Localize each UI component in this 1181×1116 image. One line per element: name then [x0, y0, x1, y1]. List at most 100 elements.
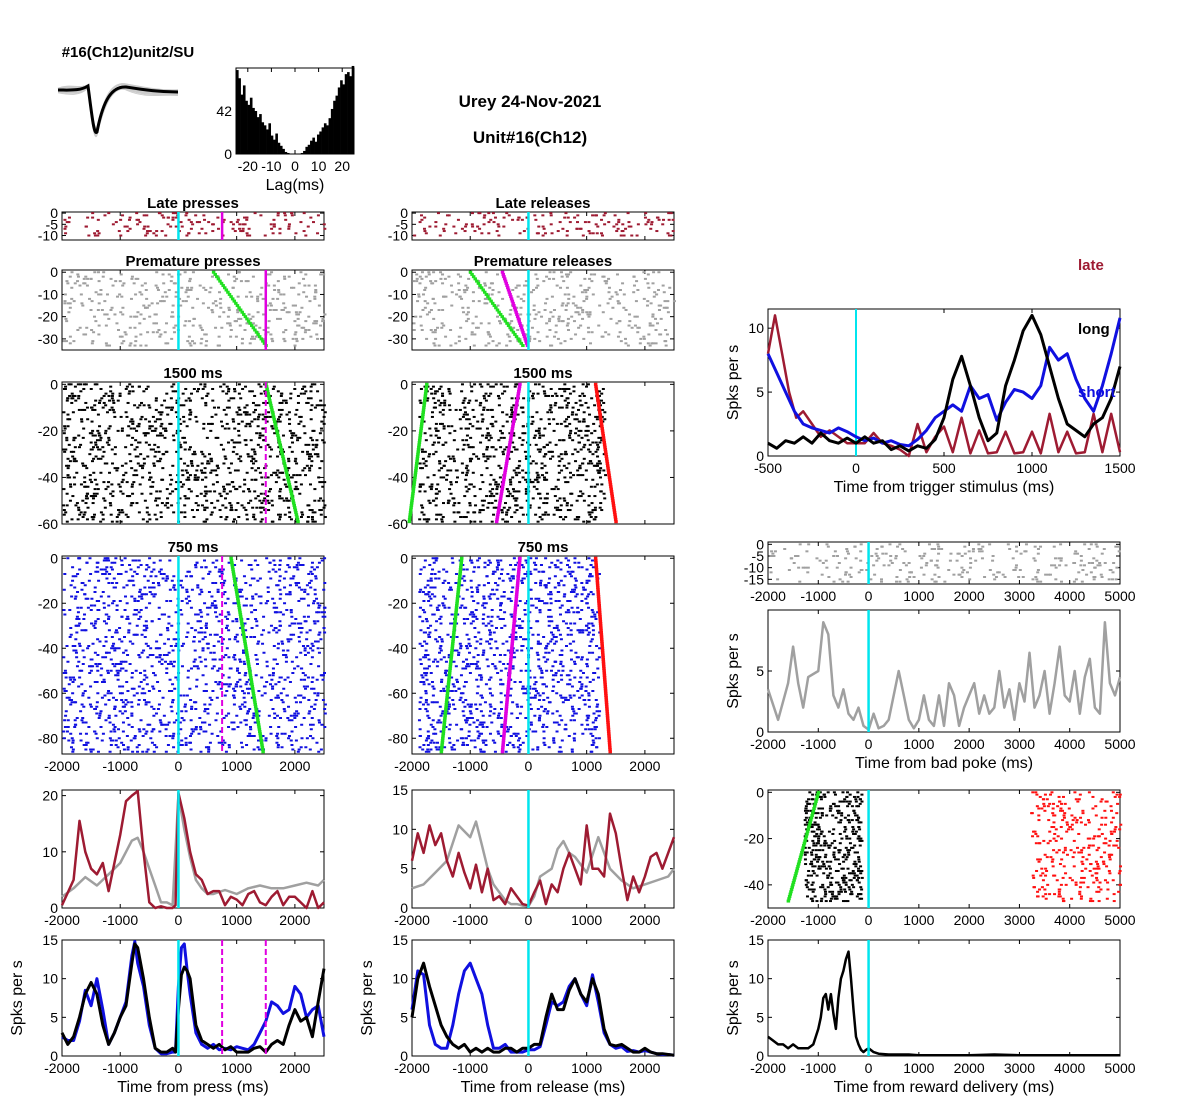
spike — [624, 227, 628, 230]
event-marker — [601, 431, 605, 435]
spike — [69, 627, 73, 629]
spike — [601, 311, 605, 314]
spike — [457, 340, 461, 343]
spike — [583, 221, 587, 224]
spike — [574, 304, 578, 307]
spike — [141, 518, 145, 521]
spike — [466, 511, 470, 514]
spike — [265, 665, 269, 668]
spike — [85, 561, 89, 564]
spike — [179, 584, 183, 587]
spike — [68, 335, 72, 338]
spike — [308, 300, 312, 303]
spike — [267, 411, 271, 414]
spike — [119, 663, 123, 665]
spike — [556, 499, 560, 502]
spike — [276, 513, 280, 516]
spike — [509, 483, 513, 486]
spike — [592, 518, 596, 521]
spike — [150, 593, 154, 596]
acg-bar — [330, 108, 334, 154]
spike — [76, 591, 80, 593]
spike — [313, 453, 317, 456]
spike — [207, 591, 211, 593]
spike — [565, 230, 569, 233]
spike — [161, 467, 165, 470]
spike — [442, 464, 446, 467]
spike — [564, 304, 568, 307]
spike — [261, 413, 265, 416]
spike — [119, 218, 123, 221]
spike — [210, 667, 214, 670]
spike — [229, 397, 233, 400]
spike — [260, 502, 264, 505]
spike — [249, 735, 253, 737]
spike — [238, 705, 242, 708]
spike — [598, 462, 602, 465]
spike — [73, 446, 77, 449]
event-marker — [414, 466, 418, 470]
spike — [627, 221, 631, 224]
spike — [171, 390, 175, 393]
spike — [73, 645, 77, 647]
spike — [188, 277, 192, 280]
spike — [171, 649, 175, 652]
spike — [243, 329, 247, 331]
spike — [306, 453, 310, 456]
spike — [263, 497, 267, 500]
event-marker — [519, 341, 524, 345]
spike — [166, 629, 170, 632]
spike — [501, 411, 505, 414]
event-marker — [291, 499, 295, 503]
spike — [321, 317, 325, 320]
spike — [93, 586, 97, 589]
spike — [442, 295, 446, 298]
event-marker — [502, 478, 506, 482]
spike — [129, 739, 133, 742]
acg-bar — [252, 107, 255, 154]
spike — [478, 227, 482, 230]
spike — [426, 518, 430, 521]
spike — [131, 642, 135, 645]
spike — [156, 460, 160, 463]
spike — [571, 406, 575, 409]
spike — [515, 448, 519, 451]
spike — [424, 232, 428, 235]
spike — [459, 516, 463, 519]
spike — [261, 434, 265, 437]
spike — [497, 342, 501, 345]
spike — [189, 575, 193, 578]
spike — [129, 504, 133, 507]
spike — [128, 227, 132, 230]
spike — [167, 406, 171, 409]
spike — [63, 227, 67, 230]
spike — [80, 302, 84, 305]
spike — [463, 495, 467, 498]
spike — [280, 408, 284, 411]
spike — [510, 406, 514, 409]
spike — [481, 481, 485, 484]
spike — [581, 392, 585, 395]
spike — [144, 387, 148, 390]
spike — [145, 511, 149, 514]
spike — [420, 277, 424, 280]
spike — [596, 443, 600, 446]
spike — [232, 703, 236, 706]
spike — [174, 390, 178, 393]
spike — [511, 289, 515, 291]
spike — [193, 728, 197, 731]
spike — [161, 453, 165, 456]
spike — [453, 520, 457, 523]
spike — [245, 404, 249, 407]
event-marker — [221, 284, 225, 288]
spike — [278, 597, 282, 600]
spike — [110, 520, 114, 523]
spike — [284, 660, 288, 663]
spike — [93, 434, 97, 437]
spike — [285, 311, 289, 314]
spike — [461, 439, 465, 442]
spike — [288, 557, 292, 560]
spike — [275, 455, 279, 458]
spike — [273, 289, 277, 291]
event-marker — [599, 417, 603, 421]
